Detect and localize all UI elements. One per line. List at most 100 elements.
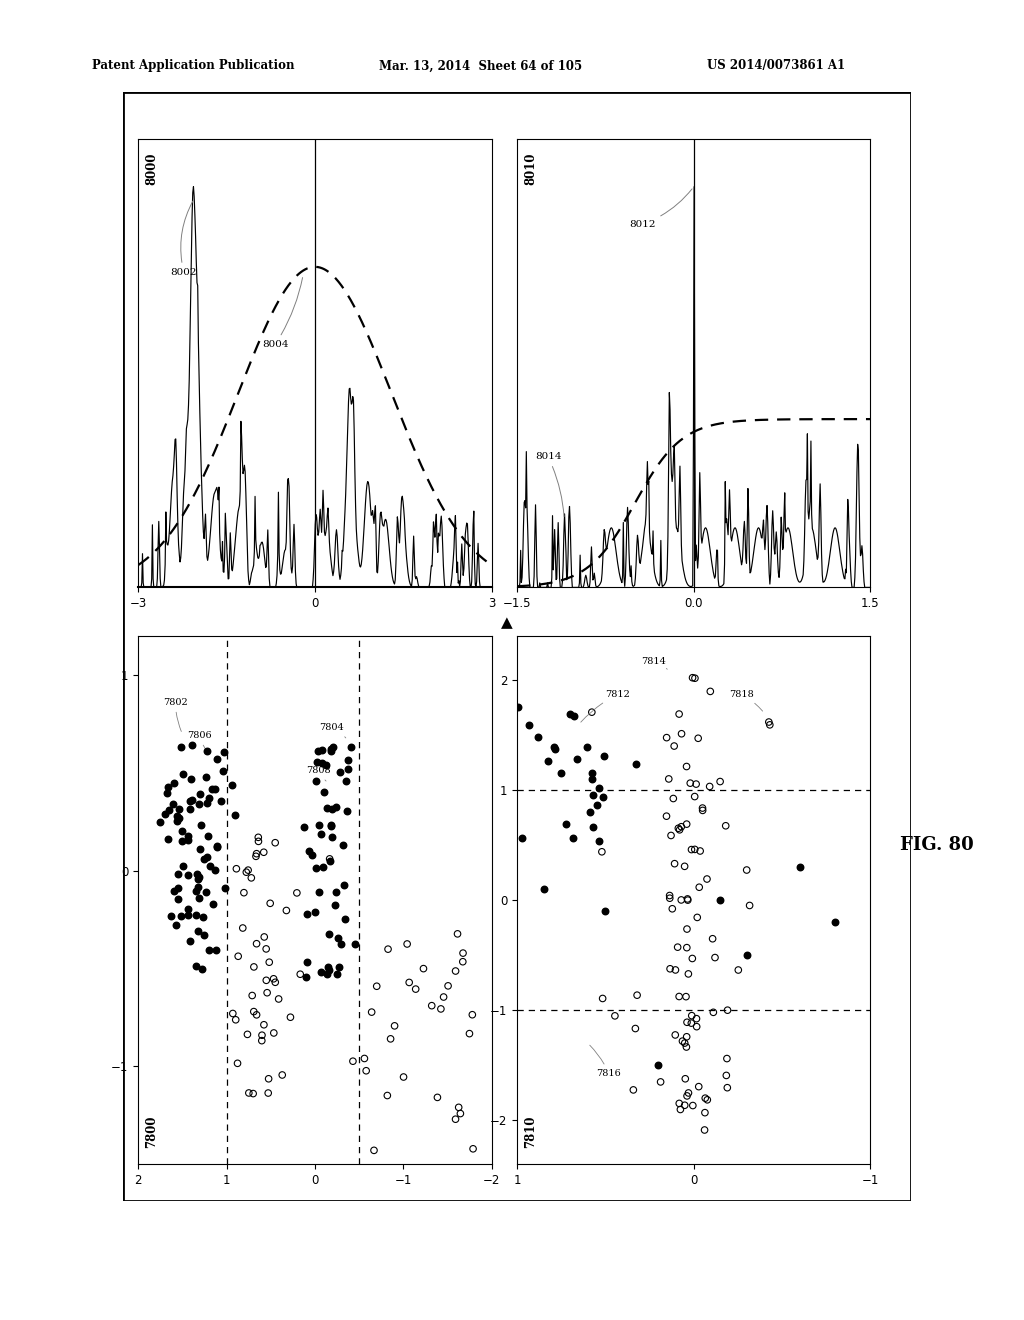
Point	[379, 1085, 395, 1106]
Point	[337, 908, 353, 929]
Point	[165, 793, 181, 814]
Point	[248, 846, 264, 867]
Point	[261, 952, 278, 973]
Point	[168, 915, 184, 936]
Point	[325, 737, 341, 758]
Point	[180, 825, 197, 846]
Point	[323, 816, 339, 837]
Point	[827, 912, 844, 933]
Point	[183, 768, 200, 789]
Point	[345, 1051, 361, 1072]
Point	[692, 841, 709, 862]
Point	[521, 714, 538, 735]
Point	[679, 919, 695, 940]
Point	[203, 855, 219, 876]
Point	[324, 739, 340, 760]
Point	[529, 727, 546, 748]
Point	[762, 714, 778, 735]
Point	[179, 830, 196, 851]
Point	[324, 826, 340, 847]
Point	[596, 746, 612, 767]
Point	[296, 816, 312, 837]
Point	[313, 739, 330, 760]
Point	[698, 869, 715, 890]
Point	[340, 750, 356, 771]
Point	[265, 1023, 282, 1044]
Point	[707, 946, 723, 968]
Point	[227, 1010, 244, 1031]
Point	[691, 876, 708, 898]
Point	[321, 960, 337, 981]
Point	[347, 933, 364, 954]
Point	[455, 942, 471, 964]
Point	[199, 767, 215, 788]
Point	[201, 788, 217, 809]
Point	[730, 960, 746, 981]
Text: 7804: 7804	[319, 723, 346, 738]
Text: 8012: 8012	[629, 189, 692, 228]
Point	[688, 1008, 705, 1030]
Point	[565, 828, 582, 849]
Point	[215, 760, 231, 781]
Text: 7812: 7812	[581, 690, 631, 722]
Point	[160, 829, 176, 850]
Point	[199, 846, 215, 867]
Point	[240, 1024, 256, 1045]
Point	[226, 804, 243, 825]
Point	[301, 841, 317, 862]
Point	[333, 933, 349, 954]
Point	[440, 975, 457, 997]
Point	[386, 1015, 402, 1036]
Point	[245, 1082, 261, 1104]
Point	[260, 1082, 276, 1104]
Point	[366, 1139, 382, 1160]
Point	[322, 924, 338, 945]
Point	[741, 895, 758, 916]
Point	[190, 869, 207, 890]
Point	[198, 882, 214, 903]
Text: 8002: 8002	[171, 201, 198, 277]
Point	[191, 784, 208, 805]
Point	[310, 880, 327, 902]
Point	[687, 668, 703, 689]
Point	[180, 865, 197, 886]
Point	[461, 1023, 477, 1044]
Point	[244, 985, 260, 1006]
Point	[761, 711, 777, 733]
Point	[191, 866, 208, 887]
Point	[686, 838, 702, 859]
Text: US 2014/0073861 A1: US 2014/0073861 A1	[707, 59, 845, 73]
Point	[585, 784, 601, 805]
Point	[189, 863, 206, 884]
Point	[199, 741, 215, 762]
Point	[229, 1053, 246, 1074]
Point	[658, 805, 675, 826]
Point	[682, 772, 698, 793]
Point	[208, 939, 224, 960]
Point	[199, 793, 215, 814]
Point	[181, 791, 198, 812]
Point	[279, 900, 295, 921]
Point	[173, 737, 189, 758]
Point	[464, 1005, 480, 1026]
Point	[157, 803, 173, 824]
Point	[217, 878, 233, 899]
Point	[161, 799, 177, 820]
Point	[719, 999, 735, 1020]
Point	[170, 799, 186, 820]
Point	[719, 1048, 735, 1069]
Point	[256, 842, 272, 863]
Point	[674, 1031, 690, 1052]
Point	[712, 890, 728, 911]
Point	[546, 737, 562, 758]
Point	[175, 855, 191, 876]
Text: 8004: 8004	[262, 277, 302, 348]
Point	[435, 986, 452, 1007]
Point	[358, 1060, 375, 1081]
Point	[249, 843, 265, 865]
Point	[447, 961, 464, 982]
Text: ▲: ▲	[501, 615, 513, 631]
Point	[241, 1082, 257, 1104]
Point	[688, 774, 705, 795]
Point	[163, 906, 179, 927]
